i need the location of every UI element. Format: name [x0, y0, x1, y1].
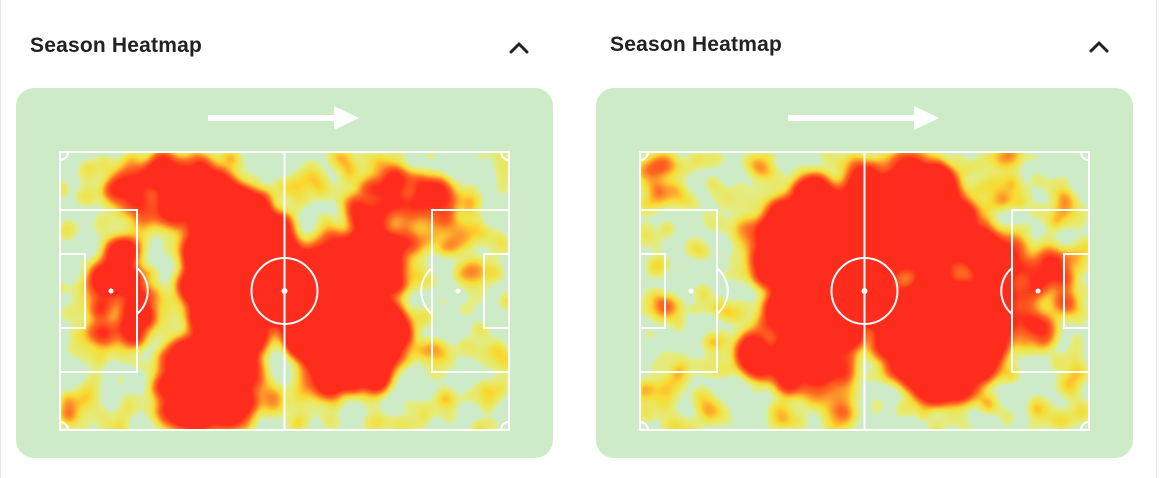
- pitch-markings: [59, 151, 510, 431]
- collapse-button[interactable]: [505, 34, 533, 60]
- pitch-markings: [639, 151, 1090, 431]
- heatmap-pitch: [596, 88, 1133, 458]
- right-border: [1156, 0, 1157, 478]
- arrow-right-icon: [208, 106, 359, 130]
- chevron-up-icon: [1089, 41, 1109, 53]
- chevron-up-icon: [509, 42, 529, 54]
- collapse-button[interactable]: [1085, 33, 1113, 59]
- football-field: [59, 151, 510, 431]
- card-header: Season Heatmap: [610, 23, 1130, 67]
- left-border: [0, 0, 1, 478]
- season-heatmap-card-1: Season Heatmap: [0, 0, 560, 478]
- card-header: Season Heatmap: [30, 24, 550, 68]
- heatmap-pitch: [16, 88, 553, 458]
- arrow-right-icon: [788, 106, 939, 130]
- card-title: Season Heatmap: [30, 34, 203, 57]
- season-heatmap-card-2: Season Heatmap: [580, 0, 1140, 478]
- football-field: [639, 151, 1090, 431]
- card-title: Season Heatmap: [610, 33, 783, 56]
